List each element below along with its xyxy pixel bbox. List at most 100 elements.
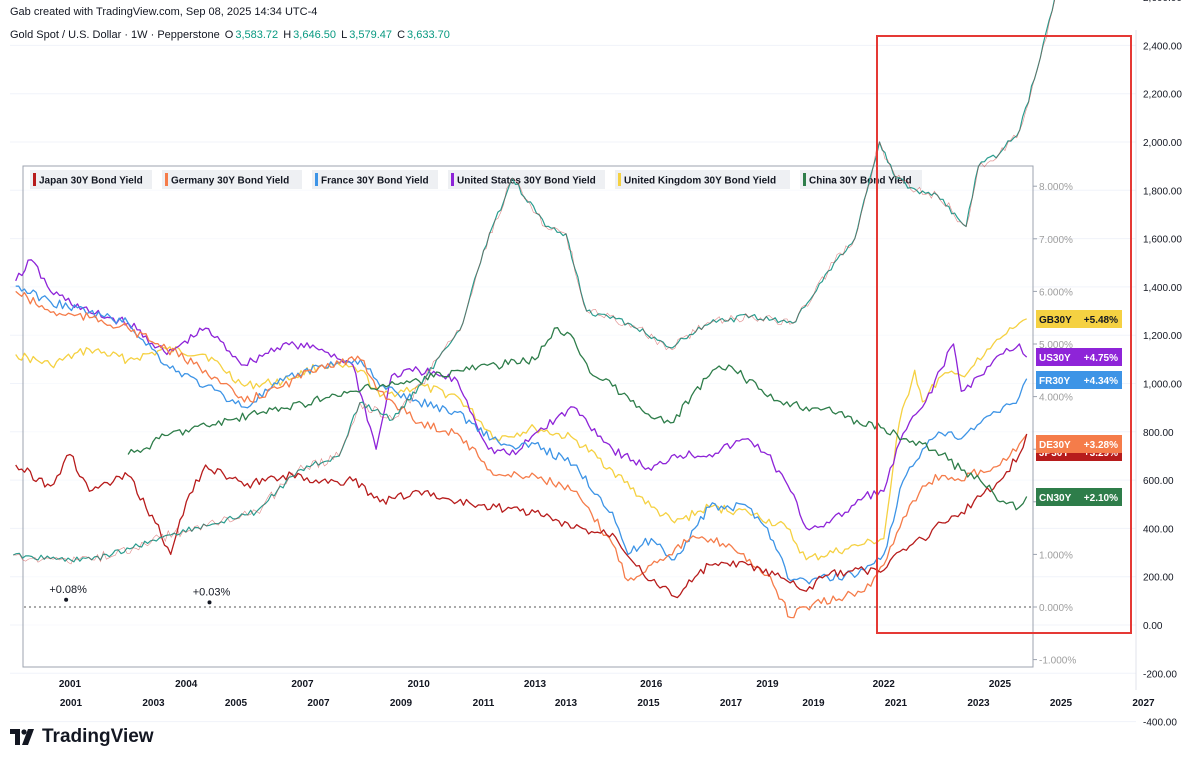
gold-y-tick-label: -400.00 [1143,718,1177,729]
annotation-label: +0.03% [193,586,231,598]
yield-x-tick-label: 2022 [873,679,896,690]
legend-item-bg [312,170,438,189]
low-label: L [341,29,348,41]
gold-x-tick-label: 2003 [142,698,165,709]
gold-x-tick-label: 2017 [720,698,743,709]
yield-series-gb30y [15,318,1027,561]
yield-series-cn30y [127,327,1028,511]
gold-x-tick-label: 2007 [307,698,330,709]
tag-value: +5.48% [1084,315,1118,326]
legend-item-bg [615,170,790,189]
legend-swatch [803,173,806,186]
gold-y-tick-label: -200.00 [1143,669,1177,680]
legend-swatch [315,173,318,186]
high-value: 3,646.50 [293,29,336,41]
last-value-tag-fr30y [1036,371,1122,389]
tag-value: +3.28% [1084,440,1118,451]
last-value-tag-us30y [1036,348,1122,366]
created-by-line: Gab created with TradingView.com, Sep 08… [10,6,318,18]
legend-label: Germany 30Y Bond Yield [171,176,289,187]
open-value: 3,583.72 [235,29,279,41]
tradingview-brand: TradingView [10,726,154,748]
yield-y-tick-label: 6.000% [1039,287,1073,298]
yield-chart-frame [22,165,1034,668]
symbol-name: Gold Spot / U.S. Dollar · 1W · Peppersto… [10,29,220,41]
high-label: H [283,29,292,41]
gold-x-tick-label: 2027 [1132,698,1155,709]
gold-x-tick-label: 2001 [60,698,83,709]
yield-x-tick-label: 2016 [640,679,663,690]
yield-y-tick-label: 1.000% [1039,550,1073,561]
tag-value: +4.75% [1084,353,1118,364]
gold-y-tick-label: 2,000.00 [1143,138,1182,149]
gold-y-tick-label: 600.00 [1143,476,1174,487]
yield-y-tick-label: 8.000% [1039,182,1073,193]
legend-swatch [451,173,454,186]
legend-item-bg [162,170,302,189]
tag-symbol: FR30Y [1039,376,1070,387]
tag-value: +3.29% [1084,448,1118,459]
gold-y-tick-label: 400.00 [1143,524,1174,535]
legend-label: Japan 30Y Bond Yield [39,176,143,187]
gold-time-axis: 2001 2003 2005 2007 2009 2011 2013 2015 2017 2019… [60,698,1155,709]
legend-item-bg [800,170,922,189]
yield-x-tick-label: 2013 [524,679,547,690]
yield-series-lines [15,259,1028,619]
legend-swatch [33,173,36,186]
yield-x-tick-label: 2019 [756,679,779,690]
gold-down-candles [13,0,1056,565]
legend-item-bg [448,170,605,189]
annotation-label: +0.08% [49,584,87,596]
tag-symbol: JP30Y [1039,448,1069,459]
gold-price-axis: -400.00 -200.00 0.00 200.00 400.00 600.00 800.… [1135,0,1182,729]
yield-x-tick-label: 2025 [989,679,1012,690]
legend-label: China 30Y Bond Yield [809,176,912,187]
yield-percent-axis: -1.000%0.000%1.000%2.000%3.000%4.000%5.0… [1033,182,1076,667]
gold-x-tick-label: 2019 [802,698,825,709]
tag-value: +4.34% [1084,376,1118,387]
yield-x-tick-label: 2007 [291,679,314,690]
gold-x-tick-label: 2013 [555,698,578,709]
legend-swatch [165,173,168,186]
gold-x-tick-label: 2015 [637,698,660,709]
gold-y-tick-label: 2,600.00 [1143,0,1182,4]
last-value-tags: JP30Y +3.29% DE30Y +3.28% FR30Y +4.34% US30Y +4… [1036,310,1122,506]
gold-y-tick-label: 1,200.00 [1143,331,1182,342]
yield-y-tick-label: -1.000% [1039,656,1076,667]
gold-x-tick-label: 2023 [967,698,990,709]
yield-x-tick-label: 2001 [59,679,82,690]
legend-label: France 30Y Bond Yield [321,176,429,187]
gold-y-tick-label: 2,200.00 [1143,90,1182,101]
yield-y-tick-label: 4.000% [1039,393,1073,404]
gold-y-tick-label: 2,400.00 [1143,41,1182,52]
yield-chart-panel: -1.000%0.000%1.000%2.000%3.000%4.000%5.0… [15,165,1076,690]
yield-y-tick-label: 5.000% [1039,340,1073,351]
annotation-dot [207,600,212,605]
yield-x-tick-label: 2010 [408,679,431,690]
annotation-dot [64,597,69,602]
legend-item-bg [30,170,152,189]
tag-symbol: DE30Y [1039,440,1071,451]
tag-symbol: GB30Y [1039,315,1072,326]
gold-y-tick-label: 0.00 [1143,621,1163,632]
brand-name: TradingView [42,726,154,747]
symbol-header: Gold Spot / U.S. Dollar · 1W · Peppersto… [10,29,452,41]
gold-x-tick-label: 2009 [390,698,413,709]
yield-series-de30y [15,290,1028,619]
legend-swatch [618,173,621,186]
yield-legend: Japan 30Y Bond Yield Germany 30Y Bond Yie… [30,170,922,189]
low-value: 3,579.47 [349,29,393,41]
tag-value: +2.10% [1084,493,1118,504]
yield-annotations: +0.08% +0.03% [49,584,231,605]
gold-price-line-group [12,0,1056,565]
gold-x-tick-label: 2005 [225,698,248,709]
yield-y-tick-label: 7.000% [1039,235,1073,246]
yield-series-us30y [15,259,1028,531]
gold-x-tick-label: 2025 [1050,698,1073,709]
gold-x-tick-label: 2011 [473,698,495,709]
gold-price-line [12,0,1055,563]
gold-y-tick-label: 200.00 [1143,573,1174,584]
tradingview-logo-icon [10,729,34,745]
tag-symbol: CN30Y [1039,493,1072,504]
yield-series-jp30y [15,433,1028,599]
